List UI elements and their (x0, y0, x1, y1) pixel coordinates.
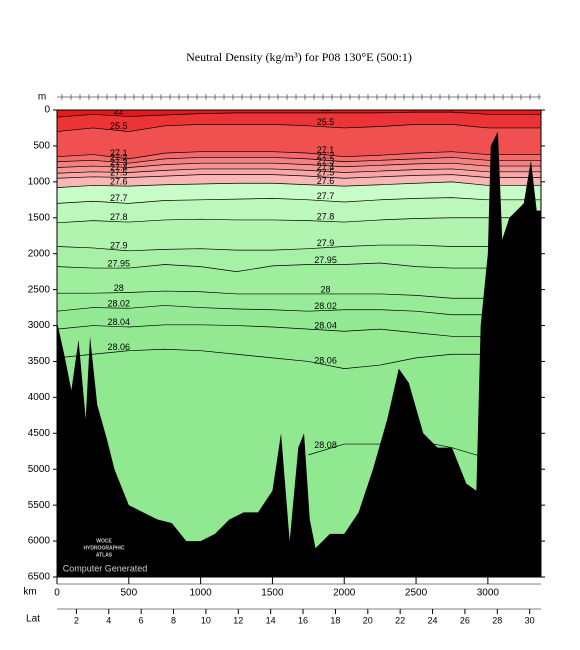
contour-label: 27.9 (110, 240, 128, 250)
lat-tick-label: 4 (106, 615, 111, 625)
watermark: HYDROGRAPHIC (83, 545, 125, 551)
contour-line (57, 111, 541, 118)
overlay: 0500100015002000250030003500400045005000… (28, 94, 545, 625)
lat-axis-label: Lat (26, 614, 40, 625)
x-tick-label: 2000 (333, 588, 356, 599)
lat-tick-label: 26 (460, 615, 470, 625)
contour-label: 28.08 (314, 440, 337, 450)
contour-line (57, 168, 541, 174)
contour-label: 27.3 (110, 157, 128, 167)
y-tick-label: 4500 (28, 428, 51, 439)
contour-label: 28.02 (107, 298, 130, 308)
contour-line (57, 181, 541, 188)
contour-label: 27.8 (317, 212, 335, 222)
y-tick-label: 1000 (28, 176, 51, 187)
contour-label: 27.8 (110, 212, 128, 222)
contour-line (57, 197, 541, 204)
watermark: WOCE (96, 538, 112, 544)
x-tick-label: 1500 (261, 588, 284, 599)
y-tick-label: 1500 (28, 212, 51, 223)
lat-tick-label: 28 (492, 615, 502, 625)
lat-tick-label: 18 (330, 615, 340, 625)
y-tick-label: 3000 (28, 320, 51, 331)
y-tick-label: 500 (33, 141, 50, 152)
lat-tick-label: 14 (266, 615, 276, 625)
y-tick-label: 5500 (28, 500, 51, 511)
lat-tick-label: 22 (395, 615, 405, 625)
y-tick-label: 6500 (28, 572, 51, 583)
contour-label: 28.04 (107, 317, 130, 327)
lat-tick-label: 10 (201, 615, 211, 625)
lat-tick-label: 12 (233, 615, 243, 625)
chart-title: Neutral Density (kg/m³) for P08 130°E (5… (186, 50, 412, 64)
contour-label: 28 (321, 284, 331, 294)
contour-line (57, 174, 541, 179)
y-tick-label: 6000 (28, 536, 51, 547)
contour-line (57, 262, 541, 273)
contour-label: 27.7 (317, 191, 335, 201)
y-tick-label: 3500 (28, 356, 51, 367)
contour-line (57, 290, 541, 299)
contour-label: 25.5 (110, 121, 128, 131)
bathymetry (57, 131, 541, 577)
contour-label: 27.5 (317, 168, 335, 178)
x-tick-label: 2500 (405, 588, 428, 599)
contour-label: 22 (321, 103, 331, 113)
lat-tick-label: 30 (525, 615, 535, 625)
contour-line (57, 124, 541, 132)
contour-label: 27.1 (317, 145, 335, 155)
lat-tick-label: 20 (363, 615, 373, 625)
watermark: Computer Generated (63, 563, 148, 573)
contour-label: 27.3 (317, 156, 335, 166)
contour-line (57, 348, 541, 369)
contour-line (57, 217, 541, 224)
y-axis-label: m (38, 92, 46, 103)
lat-tick-label: 24 (428, 615, 438, 625)
x-tick-label: 500 (120, 588, 137, 599)
x-tick-label: 0 (54, 588, 60, 599)
contour-label: 28.06 (314, 355, 337, 365)
contour-label: 27.95 (107, 258, 130, 268)
x-tick-label: 1000 (189, 588, 212, 599)
lat-tick-label: 8 (171, 615, 176, 625)
lat-tick-label: 16 (298, 615, 308, 625)
contour-label: 28.06 (107, 342, 130, 352)
contour-label: 27.95 (314, 255, 337, 265)
contour-line (57, 324, 541, 337)
y-tick-label: 2500 (28, 284, 51, 295)
contour-label: 22 (114, 106, 124, 116)
contour-label: 27.4 (110, 163, 128, 173)
y-tick-label: 2000 (28, 248, 51, 259)
contour-line (57, 305, 541, 316)
contour-line (57, 162, 541, 168)
contour-label: 27.6 (110, 176, 128, 186)
y-tick-label: 5000 (28, 464, 51, 475)
plot-area: 222225.525.527.127.127.227.227.327.327.4… (57, 103, 541, 577)
contour-line (57, 244, 541, 252)
contour-label: 27.7 (110, 193, 128, 203)
x-tick-label: 3000 (477, 588, 500, 599)
contour-label: 27.9 (317, 238, 335, 248)
plot-frame (56, 109, 542, 578)
lat-tick-label: 2 (74, 615, 79, 625)
contour-label: 27.4 (317, 162, 335, 172)
contour-line (57, 157, 541, 164)
x-axis-label: km (23, 587, 36, 598)
contour-label: 27.1 (110, 148, 128, 158)
lat-tick-label: 6 (139, 615, 144, 625)
y-tick-label: 0 (44, 105, 50, 116)
contour-label: 28.02 (314, 301, 337, 311)
contour-label: 27.2 (317, 151, 335, 161)
contour-label: 27.5 (110, 168, 128, 178)
contour-label: 28.04 (314, 321, 337, 331)
contour-label: 25.5 (317, 117, 335, 127)
contour-label: 27.6 (317, 176, 335, 186)
contour-line (57, 151, 541, 160)
contour-label: 27.2 (110, 153, 128, 163)
y-tick-label: 4000 (28, 392, 51, 403)
watermark: ATLAS (96, 552, 113, 558)
contour-label: 28 (114, 283, 124, 293)
